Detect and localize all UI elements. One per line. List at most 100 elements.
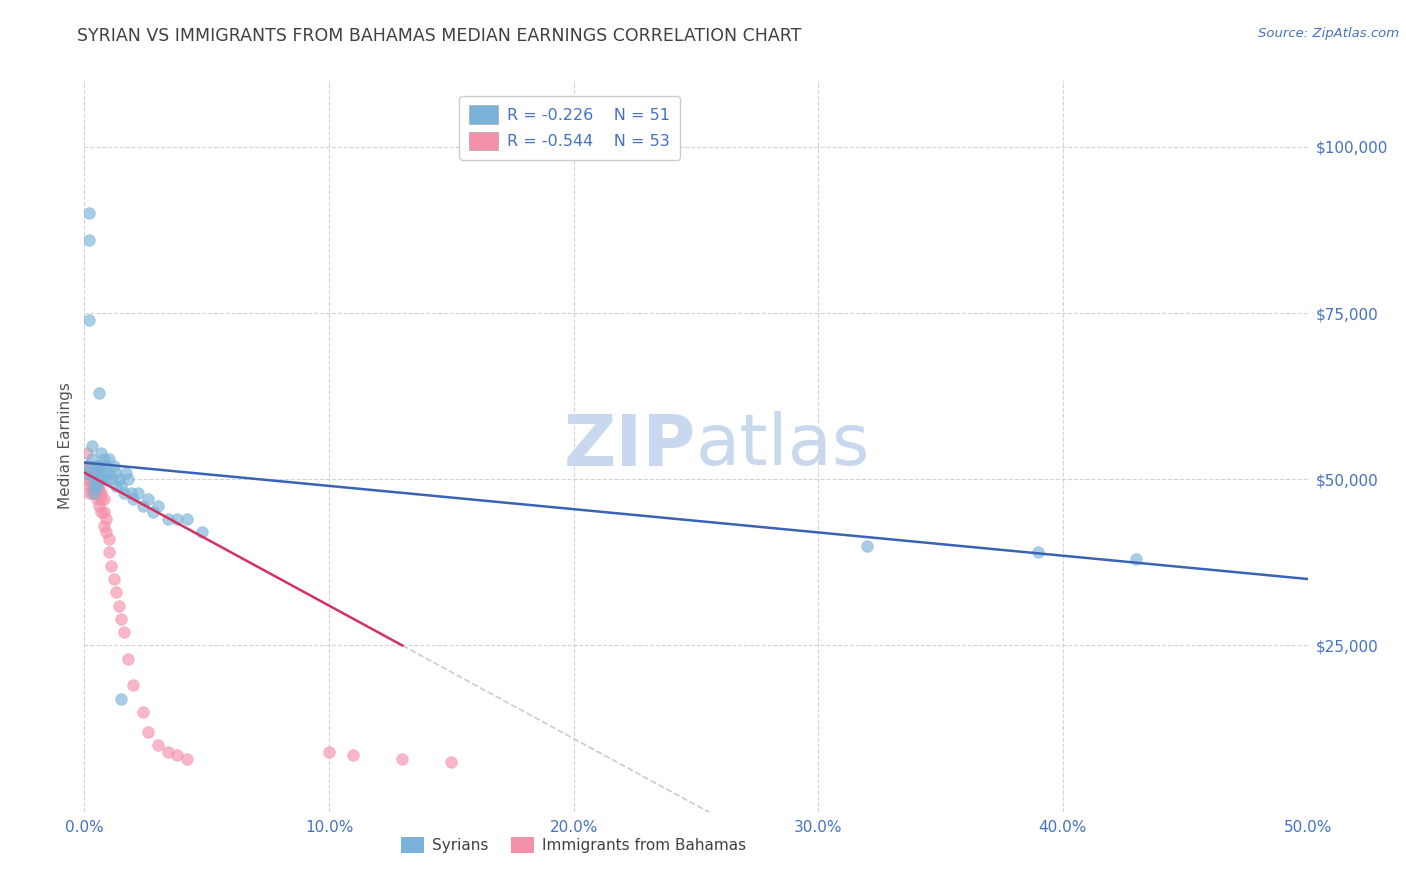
Point: [80, 466, 103, 480]
Point: [80, 466, 103, 480]
Point: [93, 452, 115, 467]
Point: [87, 472, 110, 486]
Point: [77, 472, 100, 486]
Point: [90, 472, 112, 486]
Point: [112, 485, 135, 500]
Point: [176, 512, 198, 526]
Point: [83, 466, 105, 480]
Point: [105, 466, 128, 480]
Point: [76, 458, 98, 473]
Point: [142, 506, 165, 520]
Point: [107, 472, 129, 486]
Point: [83, 479, 105, 493]
Point: [110, 612, 132, 626]
Point: [146, 499, 169, 513]
Point: [86, 472, 108, 486]
Point: [122, 492, 145, 507]
Point: [136, 725, 159, 739]
Point: [318, 745, 340, 759]
Point: [391, 751, 413, 765]
Point: [97, 545, 120, 559]
Point: [90, 492, 112, 507]
Point: [110, 691, 132, 706]
Point: [93, 506, 115, 520]
Point: [87, 385, 110, 400]
Point: [86, 466, 108, 480]
Point: [77, 233, 100, 247]
Point: [191, 525, 214, 540]
Point: [90, 506, 112, 520]
Point: [87, 485, 110, 500]
Point: [105, 479, 128, 493]
Point: [132, 499, 155, 513]
Point: [86, 458, 108, 473]
Point: [105, 585, 128, 599]
Point: [146, 738, 169, 752]
Point: [97, 532, 120, 546]
Point: [122, 678, 145, 692]
Point: [97, 466, 120, 480]
Point: [86, 466, 108, 480]
Point: [1125, 552, 1147, 566]
Point: [96, 458, 118, 473]
Point: [76, 458, 98, 473]
Point: [1028, 545, 1050, 559]
Point: [127, 485, 149, 500]
Point: [342, 748, 364, 763]
Point: [87, 458, 110, 473]
Point: [86, 479, 108, 493]
Point: [100, 472, 122, 486]
Point: [166, 512, 188, 526]
Point: [87, 472, 110, 486]
Point: [90, 485, 112, 500]
Point: [136, 492, 159, 507]
Point: [77, 485, 100, 500]
Point: [77, 479, 100, 493]
Point: [77, 458, 100, 473]
Text: Source: ZipAtlas.com: Source: ZipAtlas.com: [1258, 27, 1399, 40]
Point: [103, 458, 125, 473]
Point: [103, 572, 125, 586]
Point: [86, 479, 108, 493]
Text: atlas: atlas: [696, 411, 870, 481]
Point: [117, 652, 139, 666]
Point: [176, 751, 198, 765]
Point: [80, 458, 103, 473]
Point: [76, 445, 98, 459]
Point: [76, 472, 98, 486]
Point: [86, 492, 108, 507]
Point: [80, 452, 103, 467]
Point: [93, 518, 115, 533]
Y-axis label: Median Earnings: Median Earnings: [58, 383, 73, 509]
Text: SYRIAN VS IMMIGRANTS FROM BAHAMAS MEDIAN EARNINGS CORRELATION CHART: SYRIAN VS IMMIGRANTS FROM BAHAMAS MEDIAN…: [77, 27, 801, 45]
Point: [80, 479, 103, 493]
Point: [132, 705, 155, 719]
Point: [80, 439, 103, 453]
Point: [83, 485, 105, 500]
Point: [166, 748, 188, 763]
Point: [83, 485, 105, 500]
Point: [156, 745, 179, 759]
Point: [77, 206, 100, 220]
Point: [112, 625, 135, 640]
Point: [93, 492, 115, 507]
Point: [96, 525, 118, 540]
Point: [107, 599, 129, 613]
Point: [86, 472, 108, 486]
Point: [87, 479, 110, 493]
Point: [156, 512, 179, 526]
Point: [77, 312, 100, 326]
Text: ZIP: ZIP: [564, 411, 696, 481]
Point: [110, 479, 132, 493]
Point: [115, 466, 138, 480]
Point: [100, 558, 122, 573]
Point: [87, 499, 110, 513]
Point: [90, 445, 112, 459]
Point: [117, 472, 139, 486]
Point: [90, 458, 112, 473]
Point: [83, 472, 105, 486]
Point: [97, 452, 120, 467]
Point: [93, 466, 115, 480]
Point: [80, 485, 103, 500]
Point: [86, 485, 108, 500]
